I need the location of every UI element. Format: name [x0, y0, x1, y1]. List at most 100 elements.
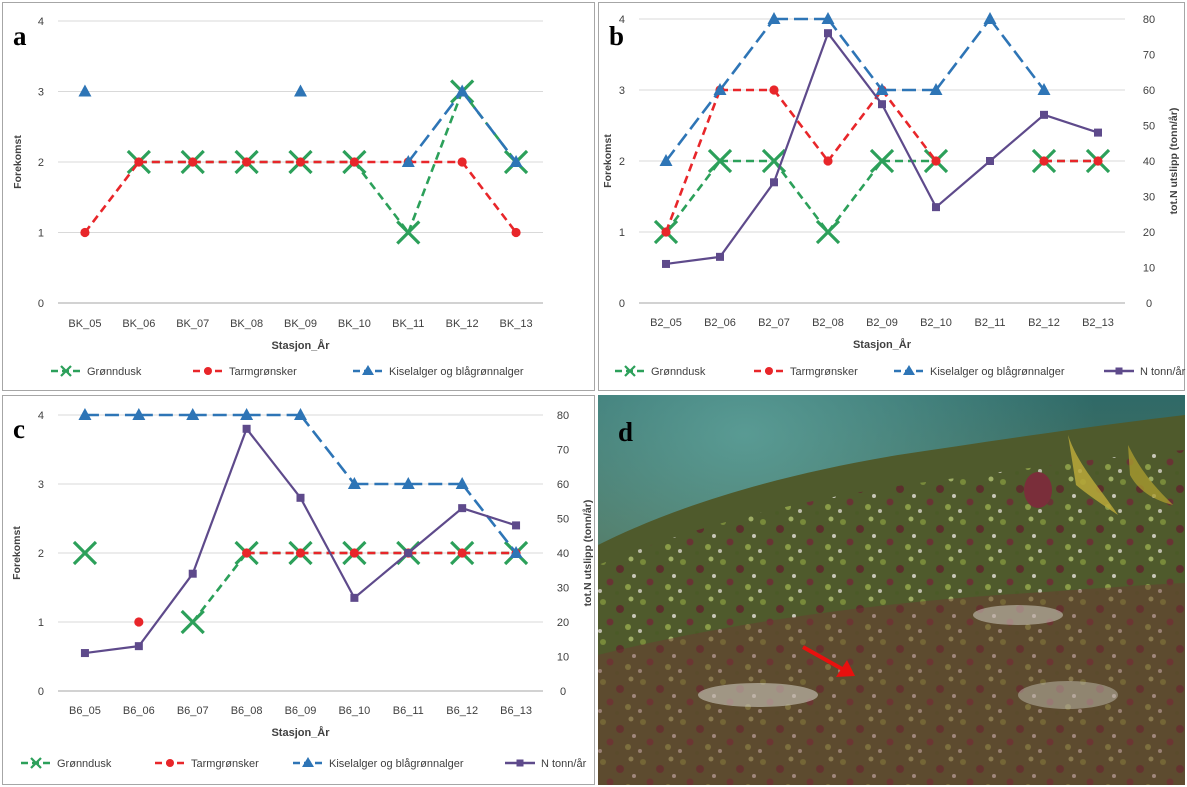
- photo-panel-d: d: [598, 395, 1185, 785]
- y-axis-title: Forekomst: [602, 134, 614, 188]
- y-tick-label: 4: [38, 410, 44, 422]
- x-tick-label: BK_12: [446, 318, 479, 330]
- legend-label: Kiselalger og blågrønnalger: [930, 366, 1065, 378]
- data-point: [1040, 110, 1048, 119]
- data-point: [929, 83, 943, 95]
- panel-label-b: b: [609, 21, 624, 51]
- y2-tick-label: 50: [557, 514, 569, 526]
- data-point: [401, 477, 415, 489]
- panel-label-a: a: [13, 21, 27, 51]
- data-point: [240, 408, 254, 420]
- series-line-segment: [772, 32, 830, 183]
- series-line-segment: [461, 483, 518, 554]
- x-axis-title: Stasjon_År: [853, 338, 912, 351]
- series-line-segment: [989, 114, 1045, 162]
- panel-label-c: c: [13, 414, 25, 444]
- x-tick-label: BK_06: [122, 318, 155, 330]
- panel-label-d: d: [618, 417, 634, 447]
- x-tick-label: B6_09: [285, 705, 317, 717]
- y2-axis-title: tot.N utslipp (tonn/år): [582, 500, 594, 607]
- legend-marker: [1115, 367, 1123, 375]
- data-point: [815, 219, 841, 245]
- y-tick-label: 0: [38, 298, 44, 310]
- data-point: [457, 548, 467, 558]
- data-point: [294, 84, 307, 97]
- x-tick-label: B2_11: [975, 317, 1006, 329]
- y-tick-label: 2: [38, 157, 44, 169]
- y2-tick-label: 10: [557, 652, 569, 664]
- series-line-segment: [664, 160, 722, 233]
- data-point: [242, 424, 251, 433]
- series-line-segment: [407, 507, 463, 554]
- legend-item-gronndusk: Grønndusk: [51, 365, 142, 378]
- legend-item-gronndusk: Grønndusk: [21, 757, 112, 770]
- y2-tick-label: 60: [557, 479, 569, 491]
- data-point: [1037, 83, 1051, 95]
- legend-marker: [624, 365, 636, 377]
- y-axis-title: Forekomst: [12, 135, 24, 189]
- data-point: [767, 12, 781, 24]
- series-ntonn: [80, 424, 521, 658]
- legend-label: Grønndusk: [57, 758, 112, 770]
- legend-marker: [166, 759, 174, 767]
- data-point: [80, 227, 90, 238]
- data-point: [242, 548, 252, 558]
- series-line-segment: [772, 160, 830, 233]
- data-point: [349, 548, 359, 558]
- y2-tick-label: 70: [1143, 50, 1155, 62]
- y2-tick-label: 20: [557, 617, 569, 629]
- x-tick-label: BK_07: [176, 318, 209, 330]
- x-tick-label: BK_05: [68, 318, 101, 330]
- x-tick-label: B2_13: [1082, 317, 1114, 329]
- data-point: [1039, 156, 1049, 166]
- legend-item-kisel: Kiselalger og blågrønnalger: [894, 365, 1065, 378]
- data-point: [295, 157, 306, 167]
- data-point: [875, 83, 889, 95]
- legend-marker: [765, 367, 773, 375]
- y2-tick-label: 40: [557, 548, 569, 560]
- data-point: [512, 521, 521, 530]
- y-tick-label: 1: [38, 228, 44, 240]
- data-point: [401, 155, 415, 167]
- data-point: [821, 12, 835, 24]
- y-tick-label: 3: [619, 85, 625, 97]
- data-point: [823, 156, 833, 166]
- x-tick-label: B2_08: [812, 317, 844, 329]
- series-line-segment: [826, 160, 884, 233]
- x-tick-label: BK_09: [284, 318, 317, 330]
- series-line-segment: [934, 18, 992, 91]
- legend-label: Kiselalger og blågrønnalger: [389, 366, 524, 378]
- data-point: [455, 84, 469, 97]
- legend-label: Tarmgrønsker: [790, 366, 858, 378]
- series-kisel: [659, 12, 1051, 166]
- x-tick-label: B6_13: [500, 705, 532, 717]
- legend: Grønndusk Tarmgrønsker Kiselalger og blågr…: [21, 757, 587, 770]
- data-point: [296, 493, 305, 502]
- data-point: [931, 156, 941, 166]
- x-axis-title: Stasjon_År: [271, 726, 330, 739]
- legend-label: Tarmgrønsker: [229, 366, 297, 378]
- data-point: [349, 157, 359, 167]
- y2-tick-label: 10: [1143, 263, 1155, 275]
- legend-marker: [903, 365, 915, 375]
- series-line-segment: [664, 89, 722, 162]
- series-line-segment: [353, 552, 409, 599]
- series-line-segment: [719, 181, 775, 258]
- x-tick-label: BK_10: [338, 318, 371, 330]
- data-point: [713, 83, 727, 95]
- y-tick-label: 1: [38, 617, 44, 629]
- y-tick-label: 1: [619, 227, 625, 239]
- series-line-segment: [718, 18, 776, 91]
- legend-marker: [30, 757, 42, 769]
- y2-tick-label: 30: [1143, 192, 1155, 204]
- series-line-segment: [407, 90, 464, 163]
- series-line-segment: [461, 161, 518, 234]
- series-kisel: [78, 84, 523, 167]
- data-point: [662, 259, 670, 268]
- y2-tick-label: 60: [1143, 85, 1155, 97]
- legend-marker: [60, 365, 72, 377]
- y-tick-label: 4: [619, 14, 625, 26]
- data-point: [761, 148, 787, 174]
- data-point: [188, 157, 198, 167]
